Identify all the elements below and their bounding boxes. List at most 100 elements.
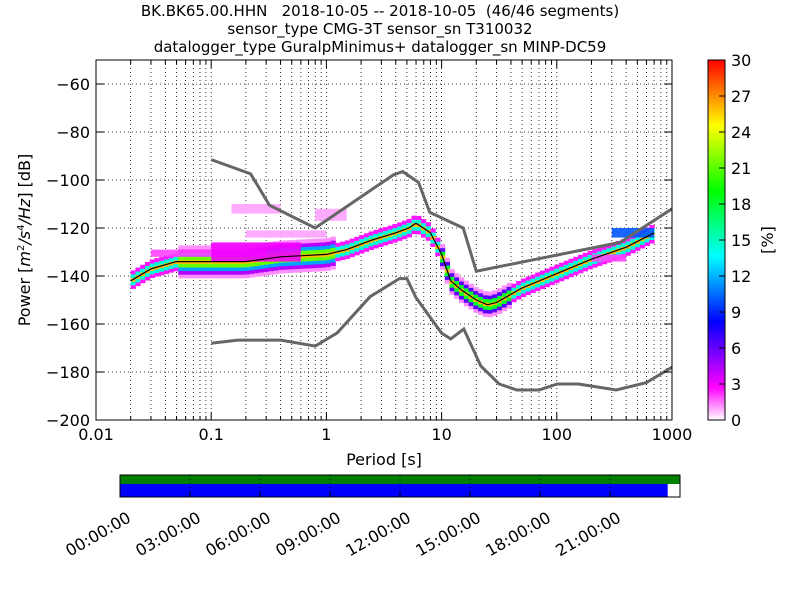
x-tick-label: 0.01 <box>78 425 114 444</box>
heatmap-cell <box>578 269 584 274</box>
heatmap-cell <box>168 264 175 270</box>
heatmap-cell <box>244 263 251 268</box>
heatmap-cell <box>235 274 241 279</box>
heatmap-cell <box>144 276 151 281</box>
heatmap-cell <box>440 258 446 263</box>
heatmap-cell <box>516 291 522 296</box>
heatmap-cell <box>354 236 360 241</box>
heatmap-cell <box>516 284 522 289</box>
heatmap-cell <box>373 229 379 235</box>
heatmap-cell <box>163 259 170 264</box>
heatmap-cell <box>354 247 360 252</box>
heatmap-cell <box>187 267 194 272</box>
heatmap-cell <box>620 242 627 247</box>
heatmap-cell <box>244 266 251 271</box>
heatmap-cell <box>625 240 631 245</box>
heatmap-cell <box>401 224 408 229</box>
heatmap-cell <box>254 272 260 277</box>
heatmap-cell <box>216 274 222 279</box>
heatmap-cell <box>330 240 336 245</box>
heatmap-cell <box>592 259 598 264</box>
heatmap-cell <box>140 264 146 269</box>
heatmap-cell <box>454 294 460 300</box>
heatmap-cell <box>568 262 574 267</box>
heatmap-cell <box>363 236 370 241</box>
heatmap-cell <box>306 239 313 244</box>
heatmap-cell <box>454 276 460 282</box>
heatmap-cell <box>544 283 550 288</box>
timeline-tick-label: 06:00:00 <box>202 508 274 560</box>
heatmap-cell <box>425 236 431 241</box>
heatmap-cell <box>325 266 332 271</box>
heatmap-cell <box>321 238 327 243</box>
heatmap-cell <box>168 268 175 273</box>
heatmap-cell <box>359 238 365 243</box>
heatmap-cell <box>535 283 541 288</box>
heatmap-cell <box>282 240 289 245</box>
heatmap-cell <box>554 264 560 269</box>
heatmap-cell <box>563 275 569 280</box>
heatmap-cell <box>301 257 308 262</box>
heatmap-cell <box>416 215 422 220</box>
heatmap-cell <box>311 249 317 254</box>
heatmap-cell <box>497 306 503 311</box>
heatmap-cell <box>183 267 189 272</box>
heatmap-cell <box>616 251 622 256</box>
heatmap-cell <box>492 304 498 309</box>
heatmap-cell <box>425 233 431 238</box>
heatmap-cell <box>468 283 474 288</box>
heatmap-cell <box>140 279 146 284</box>
heatmap-cell <box>468 301 474 306</box>
heatmap-cell <box>321 241 327 247</box>
heatmap-cell <box>387 239 393 245</box>
heatmap-cell <box>311 256 317 261</box>
heatmap-cell <box>163 255 170 260</box>
heatmap-cell <box>401 235 408 240</box>
y-tick-label: −60 <box>56 75 90 94</box>
heatmap-cell <box>558 273 565 278</box>
heatmap-cell <box>221 267 227 272</box>
colorbar-ticks: 0 3 6 9 12 15 18 21 24 27 30 <box>719 51 751 430</box>
heatmap-cell <box>178 256 184 261</box>
heatmap-cell <box>397 233 403 238</box>
heatmap-cell <box>330 236 336 241</box>
heatmap-cell <box>225 267 232 272</box>
heatmap-cell <box>183 245 189 250</box>
heatmap-cell <box>606 244 612 249</box>
heatmap-cell <box>492 311 498 316</box>
heatmap-cell <box>216 270 222 275</box>
heatmap-cell <box>525 276 531 281</box>
heatmap-cell <box>154 261 160 266</box>
heatmap-cell <box>420 229 427 234</box>
heatmap-cell <box>430 232 436 237</box>
heatmap-cell <box>301 260 308 266</box>
heatmap-cell <box>183 256 189 261</box>
chart-title-line-3: datalogger_type GuralpMinimus+ datalogge… <box>153 38 607 56</box>
heatmap-cell <box>159 256 165 261</box>
heatmap-cell <box>197 263 203 268</box>
heatmap-cell <box>539 285 546 290</box>
heatmap-cell <box>449 290 455 295</box>
heatmap-cell <box>478 303 484 308</box>
heatmap-cell <box>449 283 455 288</box>
heatmap-cell <box>644 238 650 243</box>
heatmap-cell <box>373 240 379 245</box>
heatmap-cell <box>420 222 427 227</box>
heatmap-cell <box>411 230 417 235</box>
heatmap-cell <box>225 274 232 279</box>
heatmap-cell <box>473 294 479 299</box>
y-tick-label: −120 <box>46 219 90 238</box>
heatmap-cell <box>411 215 417 220</box>
heatmap-cell <box>349 242 355 247</box>
heatmap-cell <box>382 241 389 246</box>
heatmap-cell <box>568 273 574 278</box>
heatmap-cell <box>630 249 636 254</box>
heatmap-cell <box>321 259 327 265</box>
heatmap-cell <box>444 265 451 270</box>
heatmap-cell <box>378 232 384 237</box>
heatmap-cell <box>297 239 303 244</box>
heatmap-cell <box>435 237 441 242</box>
heatmap-cell <box>554 279 560 284</box>
heatmap-cell <box>130 284 136 289</box>
heatmap-cell <box>230 267 236 272</box>
